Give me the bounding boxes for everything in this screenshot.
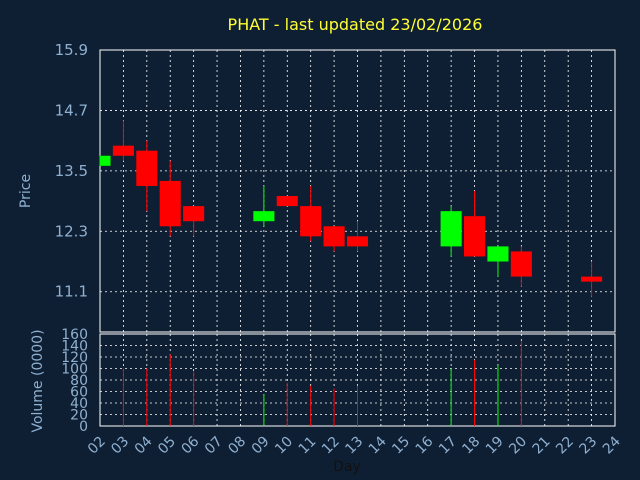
price-tick-label: 15.9 <box>55 41 88 59</box>
candle <box>276 196 298 207</box>
chart-title: PHAT - last updated 23/02/2026 <box>228 15 483 34</box>
price-tick-label: 11.1 <box>55 283 88 301</box>
candle-body <box>581 276 603 282</box>
day-tick-label: 08 <box>225 434 249 458</box>
day-tick-label: 09 <box>249 434 273 458</box>
candle <box>300 185 322 242</box>
day-axis-label: Day <box>333 459 361 475</box>
day-tick-label: 24 <box>600 433 624 457</box>
day-tick-label: 02 <box>85 434 109 458</box>
price-axis-ticks: 15.9 14.7 13.5 12.3 11.1 <box>55 41 88 301</box>
price-tick-label: 13.5 <box>55 162 88 180</box>
day-tick-label: 16 <box>413 433 437 457</box>
candle-body <box>183 206 205 222</box>
candle <box>136 140 158 212</box>
day-tick-label: 07 <box>202 434 226 458</box>
candle-body <box>300 206 322 237</box>
candle <box>99 155 111 166</box>
day-tick-label: 14 <box>366 433 390 457</box>
candle-body <box>100 155 111 166</box>
candle-body <box>276 196 298 207</box>
price-tick-label: 12.3 <box>55 222 88 240</box>
day-tick-label: 15 <box>389 434 413 458</box>
candle-body <box>323 226 345 247</box>
price-panel: 15.9 14.7 13.5 12.3 11.1 <box>55 41 616 333</box>
day-tick-label: 03 <box>108 434 132 458</box>
price-axis-label: Price <box>18 174 34 208</box>
volume-axis-label: Volume (0000) <box>30 329 46 432</box>
day-tick-label: 21 <box>530 434 554 458</box>
day-tick-label: 19 <box>483 434 507 458</box>
volume-tick-label: 140 <box>61 339 88 355</box>
candle <box>112 120 134 161</box>
day-tick-label: 04 <box>132 433 156 457</box>
day-tick-label: 18 <box>459 434 483 458</box>
candle <box>487 246 509 277</box>
day-axis-ticks: 02 03 04 05 06 07 08 09 10 11 12 13 14 15 16 17 18 19 20 21… <box>85 433 624 457</box>
day-tick-label: 23 <box>576 434 600 458</box>
volume-tick-label: 120 <box>61 350 88 366</box>
candle <box>464 191 486 257</box>
candle <box>440 206 462 257</box>
candle-body <box>112 145 134 156</box>
volume-tick-label: 0 <box>79 419 88 435</box>
candle-body <box>253 211 275 222</box>
candle <box>323 226 345 252</box>
day-tick-label: 13 <box>342 434 366 458</box>
day-tick-label: 22 <box>553 434 577 458</box>
volume-tick-label: 60 <box>70 385 88 401</box>
candle-body <box>440 211 462 247</box>
day-tick-label: 17 <box>436 434 460 458</box>
volume-bars <box>122 340 522 426</box>
volume-tick-label: 80 <box>70 373 88 389</box>
day-tick-label: 12 <box>319 434 343 458</box>
candle-body <box>487 246 509 262</box>
volume-tick-label: 40 <box>70 396 88 412</box>
volume-tick-label: 20 <box>70 408 88 424</box>
day-tick-label: 10 <box>272 434 296 458</box>
day-tick-label: 06 <box>179 433 203 457</box>
volume-tick-label: 100 <box>61 362 88 378</box>
candle-body <box>510 251 532 277</box>
candle <box>346 221 369 252</box>
day-tick-label: 20 <box>506 434 530 458</box>
candle <box>510 246 532 287</box>
day-tick-label: 11 <box>296 434 320 458</box>
candle <box>253 185 275 227</box>
candlesticks <box>99 120 603 297</box>
candle <box>581 261 603 297</box>
volume-tick-label: 160 <box>61 327 88 343</box>
candle <box>183 206 205 237</box>
price-tick-label: 14.7 <box>55 101 88 119</box>
candle-body <box>136 150 158 186</box>
candle-body <box>159 180 181 227</box>
candle-body <box>346 236 369 247</box>
candle-body <box>464 216 486 257</box>
candle <box>159 160 181 237</box>
day-tick-label: 05 <box>155 434 179 458</box>
